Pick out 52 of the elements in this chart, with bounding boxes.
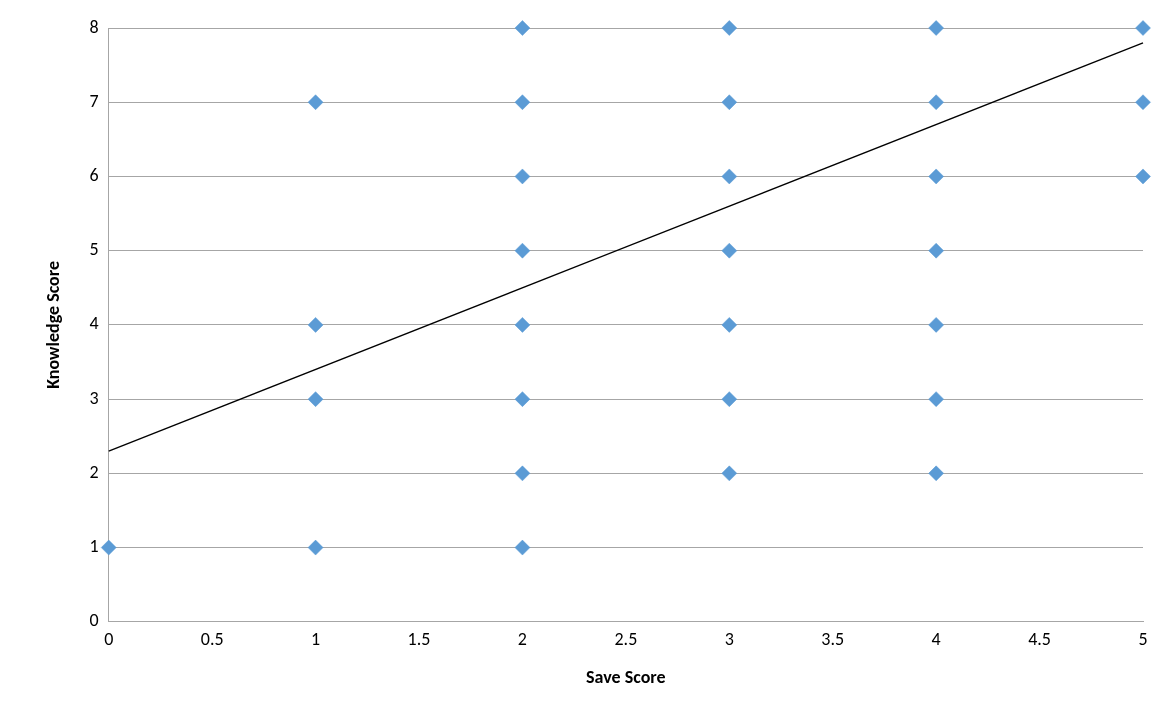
point <box>514 94 531 110</box>
y-tick-label: 0 <box>89 609 99 632</box>
point <box>514 168 531 185</box>
point <box>514 539 531 556</box>
x-tick-label: 2.5 <box>614 628 638 651</box>
point <box>721 168 738 185</box>
point <box>1135 94 1151 110</box>
y-tick-label: 5 <box>89 238 99 261</box>
x-tick-label: 3 <box>724 628 734 651</box>
y-tick-label: 8 <box>89 15 99 38</box>
x-tick-label: 0 <box>104 628 114 651</box>
y-tick-label: 6 <box>89 163 99 186</box>
point <box>721 317 738 333</box>
point <box>721 465 738 482</box>
point <box>307 391 324 407</box>
point <box>514 242 531 259</box>
x-tick-label: 2 <box>517 628 527 651</box>
point <box>1135 168 1151 185</box>
x-tick-label: 0.5 <box>200 628 224 651</box>
y-tick-label: 3 <box>89 386 99 409</box>
y-tick-label: 1 <box>89 535 99 558</box>
point <box>721 94 738 110</box>
point <box>514 391 531 407</box>
y-tick-label: 7 <box>89 89 99 112</box>
point <box>928 242 944 259</box>
point <box>307 539 324 556</box>
point <box>928 465 944 482</box>
y-axis-title: Knowledge Score <box>42 260 65 389</box>
point <box>721 242 738 259</box>
point <box>307 317 324 333</box>
point <box>928 391 944 407</box>
x-tick-label: 1.5 <box>407 628 431 651</box>
point <box>100 539 117 556</box>
point <box>928 20 944 36</box>
x-tick-label: 1 <box>311 628 321 651</box>
x-tick-label: 4 <box>931 628 941 651</box>
point <box>928 317 944 333</box>
y-tick-label: 2 <box>89 460 99 483</box>
point <box>721 20 738 36</box>
point <box>514 465 531 482</box>
x-tick-label: 4.5 <box>1028 628 1051 651</box>
x-tick-label: 3.5 <box>821 628 845 651</box>
x-axis-title: Save Score <box>586 665 666 688</box>
point <box>721 391 738 407</box>
point <box>928 94 944 110</box>
point <box>307 94 324 110</box>
point <box>1135 20 1151 36</box>
point <box>928 168 944 185</box>
x-tick-label: 5 <box>1138 628 1148 651</box>
point <box>514 20 531 36</box>
point <box>514 317 531 333</box>
y-tick-label: 4 <box>89 312 99 335</box>
